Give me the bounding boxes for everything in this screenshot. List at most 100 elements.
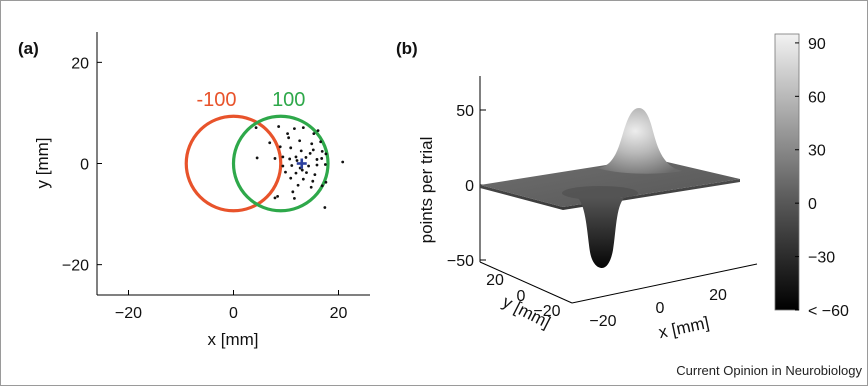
- scatter-point: [281, 164, 285, 168]
- scatter-point: [295, 159, 299, 162]
- scatter-point: [294, 155, 298, 159]
- scatter-point: [301, 126, 305, 129]
- scatter-point: [290, 164, 294, 167]
- scatter-point: [315, 158, 319, 161]
- colorbar-ticks: 90 60 30 0 −30 < −60: [795, 36, 849, 320]
- surface-peak: [597, 108, 682, 174]
- scatter-point: [307, 164, 310, 168]
- z-tick-label: −50: [447, 253, 474, 270]
- circle-reward: [231, 114, 330, 213]
- z-tick-label: 0: [465, 178, 474, 195]
- x-floor-tick-label: 20: [709, 287, 727, 304]
- surface-front-edge: [480, 179, 740, 210]
- scatter-point: [289, 146, 293, 150]
- colorbar-tick-label: −30: [808, 250, 835, 267]
- scatter-point: [309, 185, 313, 189]
- panel-b-x-axis-label: x [mm]: [657, 313, 711, 342]
- panel-b-x-floor-axis: [571, 263, 758, 304]
- panel-b-surface: [480, 108, 740, 268]
- y-tick-label: 0: [80, 157, 89, 174]
- scatter-point: [296, 183, 300, 187]
- colorbar-tick-label: 90: [808, 36, 826, 53]
- scatter-point: [293, 127, 296, 131]
- panel-a-circle-labels: -100 100: [196, 89, 305, 111]
- colorbar-tick-label: 60: [808, 89, 826, 106]
- scatter-point: [316, 129, 320, 133]
- scatter-point: [341, 160, 345, 164]
- panel-a-y-axis-label: y [mm]: [33, 138, 52, 189]
- y-tick-label: −20: [62, 258, 89, 275]
- scatter-point: [323, 163, 327, 166]
- scatter-point: [299, 149, 303, 153]
- panel-a-y-ticks: 20 0 −20: [62, 55, 102, 275]
- panel-a-x-axis-label: x [mm]: [208, 330, 259, 349]
- scatter-point: [304, 156, 308, 159]
- circle-penalty: [184, 114, 283, 213]
- panel-b-y-ticks: 20 0 −20: [486, 272, 561, 320]
- y-tick-label: 20: [71, 55, 89, 72]
- scatter-point: [291, 190, 295, 194]
- scatter-point: [254, 126, 258, 129]
- circle-label-penalty: -100: [196, 89, 236, 111]
- target-marker: [296, 158, 307, 169]
- colorbar-tick-label: 30: [808, 143, 826, 160]
- x-floor-tick-label: 0: [656, 300, 665, 317]
- scatter-point: [313, 173, 317, 177]
- scatter-point: [324, 152, 328, 156]
- surface-trough: [578, 198, 624, 268]
- scatter-point: [308, 151, 312, 155]
- colorbar-tick-label: 0: [808, 196, 817, 213]
- colorbar: 90 60 30 0 −30 < −60: [774, 33, 849, 320]
- x-tick-label: 20: [330, 305, 348, 322]
- scatter-point: [278, 145, 282, 149]
- scatter-point: [323, 206, 327, 209]
- panel-a-label: (a): [18, 39, 39, 58]
- scatter-point: [284, 170, 287, 174]
- scatter-point: [311, 179, 315, 183]
- colorbar-frame: [774, 33, 800, 311]
- panel-b-y-axis-label: y [mm]: [499, 292, 553, 332]
- circle-label-reward: 100: [272, 89, 305, 111]
- scatter-point: [324, 180, 328, 184]
- scatter-point: [288, 157, 292, 161]
- panel-a-x-ticks: −20 0 20: [115, 290, 348, 322]
- scatter-point: [320, 149, 324, 153]
- scatter-point: [301, 177, 305, 181]
- scatter-point: [286, 132, 289, 136]
- panel-b-y-floor-axis: [479, 261, 573, 304]
- scatter-point: [289, 176, 293, 180]
- scatter-point: [300, 168, 304, 172]
- z-tick-label: 50: [456, 103, 474, 120]
- scatter-point: [287, 136, 291, 140]
- scatter-point: [319, 140, 323, 144]
- scatter-point: [268, 141, 272, 145]
- panel-a: (a) −20 0 20 20 0 −20 x [mm] y [mm] -100 100: [18, 32, 370, 349]
- scatter-point: [273, 157, 277, 160]
- x-floor-tick-label: −20: [589, 313, 616, 330]
- scatter-point: [315, 163, 319, 167]
- x-tick-label: −20: [115, 305, 142, 322]
- scatter-point: [255, 156, 259, 160]
- scatter-point: [273, 196, 277, 200]
- scatter-point: [311, 148, 315, 152]
- x-tick-label: 0: [229, 305, 238, 322]
- colorbar-gradient: [775, 34, 799, 310]
- scatter-point: [293, 196, 296, 200]
- scatter-point: [310, 142, 314, 146]
- scatter-point: [298, 139, 302, 143]
- scatter-point: [320, 157, 324, 160]
- panel-a-plot-area: [184, 114, 345, 213]
- y-floor-tick-label: −20: [533, 303, 560, 320]
- y-floor-tick-label: 0: [517, 288, 526, 305]
- scatter-point: [320, 184, 324, 188]
- figure-credit: Current Opinion in Neurobiology: [676, 363, 862, 378]
- panel-b-z-axis-label: points per trial: [417, 137, 436, 244]
- panel-b-x-ticks: −20 0 20: [589, 287, 727, 330]
- panel-b-label: (b): [396, 39, 418, 58]
- scatter-point: [294, 171, 298, 175]
- scatter-point: [305, 171, 308, 175]
- panel-b: (b) 50 0 −50 points per trial 20 0 −20 −20 0 2…: [396, 39, 758, 342]
- colorbar-tick-label: < −60: [808, 303, 849, 320]
- surface-dip-shade: [562, 186, 638, 200]
